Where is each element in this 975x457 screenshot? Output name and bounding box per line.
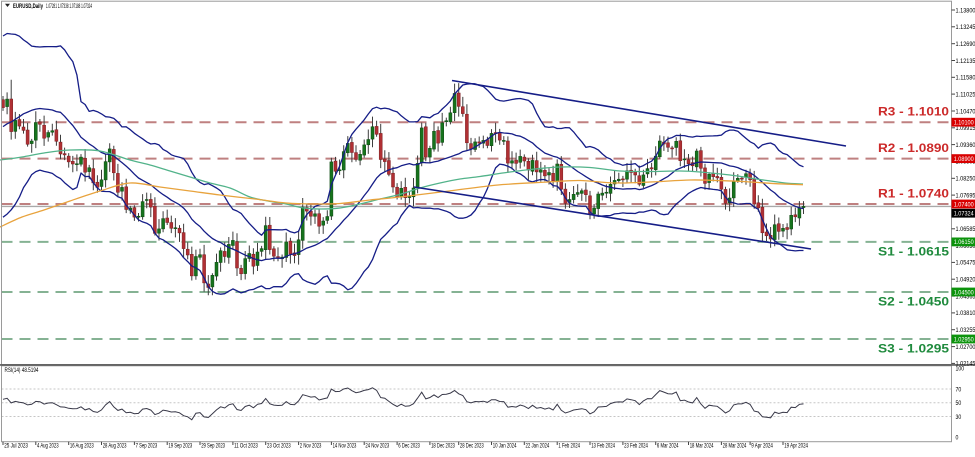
svg-text:11 Oct 2023: 11 Oct 2023 [234,443,258,450]
svg-text:23 Oct 2023: 23 Oct 2023 [267,443,291,450]
svg-text:28 Mar 2024: 28 Mar 2024 [723,443,747,450]
svg-text:EURUSD,Daily: EURUSD,Daily [13,3,43,10]
svg-text:S1 - 1.0615: S1 - 1.0615 [878,247,950,259]
svg-text:1.03255: 1.03255 [956,327,975,334]
svg-text:14 Nov 2023: 14 Nov 2023 [333,443,357,450]
svg-text:1.12135: 1.12135 [956,58,975,65]
svg-text:6 Mar 2024: 6 Mar 2024 [657,443,679,450]
svg-text:7 Sep 2023: 7 Sep 2023 [136,443,158,450]
svg-text:18 Mar 2024: 18 Mar 2024 [690,443,714,450]
svg-text:RSI(14) 48.5194: RSI(14) 48.5194 [5,367,39,374]
svg-text:R1 - 1.0740: R1 - 1.0740 [878,189,949,201]
svg-text:1.08900: 1.08900 [954,156,974,163]
svg-text:1.04500: 1.04500 [954,289,974,296]
svg-text:6 Dec 2023: 6 Dec 2023 [398,443,420,450]
svg-text:1.06585: 1.06585 [956,226,975,233]
svg-text:1.10470: 1.10470 [956,108,975,115]
svg-text:1.02700: 1.02700 [956,344,975,351]
svg-text:R2 - 1.0890: R2 - 1.0890 [878,143,949,155]
svg-text:28 Dec 2023: 28 Dec 2023 [460,443,484,450]
svg-text:1 Feb 2024: 1 Feb 2024 [558,443,580,450]
svg-text:S3 - 1.0295: S3 - 1.0295 [878,344,950,356]
svg-text:1.11580: 1.11580 [956,75,975,82]
svg-text:S2 - 1.0450: S2 - 1.0450 [878,297,949,309]
svg-text:1.07400: 1.07400 [954,201,974,208]
svg-text:18 Dec 2023: 18 Dec 2023 [431,443,455,450]
svg-text:1.02950: 1.02950 [954,336,974,343]
svg-text:1.07695: 1.07695 [956,192,975,199]
svg-text:1.10100: 1.10100 [954,120,974,127]
svg-text:25 Jul 2023: 25 Jul 2023 [4,443,28,450]
svg-text:1.07281 1.07338 1.07188 1.0732: 1.07281 1.07338 1.07188 1.07324 [46,3,92,10]
svg-text:1.04920: 1.04920 [956,277,975,284]
svg-text:1.11025: 1.11025 [956,91,975,98]
svg-text:24 Nov 2023: 24 Nov 2023 [365,443,389,450]
svg-text:R3 - 1.1010: R3 - 1.1010 [878,107,949,119]
svg-text:23 Feb 2024: 23 Feb 2024 [624,443,648,450]
svg-text:16 Aug 2023: 16 Aug 2023 [70,443,94,450]
svg-text:10 Jan 2024: 10 Jan 2024 [493,443,517,450]
svg-text:9 Apr 2024: 9 Apr 2024 [751,443,773,450]
svg-text:70: 70 [956,386,962,393]
svg-text:29 Sep 2023: 29 Sep 2023 [201,443,225,450]
svg-text:4 Aug 2023: 4 Aug 2023 [37,443,59,450]
svg-text:50: 50 [956,400,962,407]
svg-text:1.13245: 1.13245 [956,24,975,31]
svg-text:1.09360: 1.09360 [956,142,975,149]
svg-text:13 Feb 2024: 13 Feb 2024 [591,443,615,450]
svg-text:100: 100 [956,366,965,373]
svg-text:1.13800: 1.13800 [956,7,975,14]
svg-text:1.06150: 1.06150 [954,239,974,246]
svg-text:1.12690: 1.12690 [956,41,975,48]
svg-text:1.03810: 1.03810 [956,310,975,317]
svg-text:28 Aug 2023: 28 Aug 2023 [103,443,127,450]
svg-text:22 Jan 2024: 22 Jan 2024 [526,443,550,450]
svg-text:1.08250: 1.08250 [956,176,975,183]
svg-text:19 Sep 2023: 19 Sep 2023 [168,443,192,450]
svg-text:1.05475: 1.05475 [956,260,975,267]
svg-text:0: 0 [956,435,959,442]
svg-text:30: 30 [956,414,962,421]
svg-text:19 Apr 2024: 19 Apr 2024 [784,443,808,450]
svg-text:2 Nov 2023: 2 Nov 2023 [300,443,322,450]
svg-text:1.07324: 1.07324 [954,211,974,218]
